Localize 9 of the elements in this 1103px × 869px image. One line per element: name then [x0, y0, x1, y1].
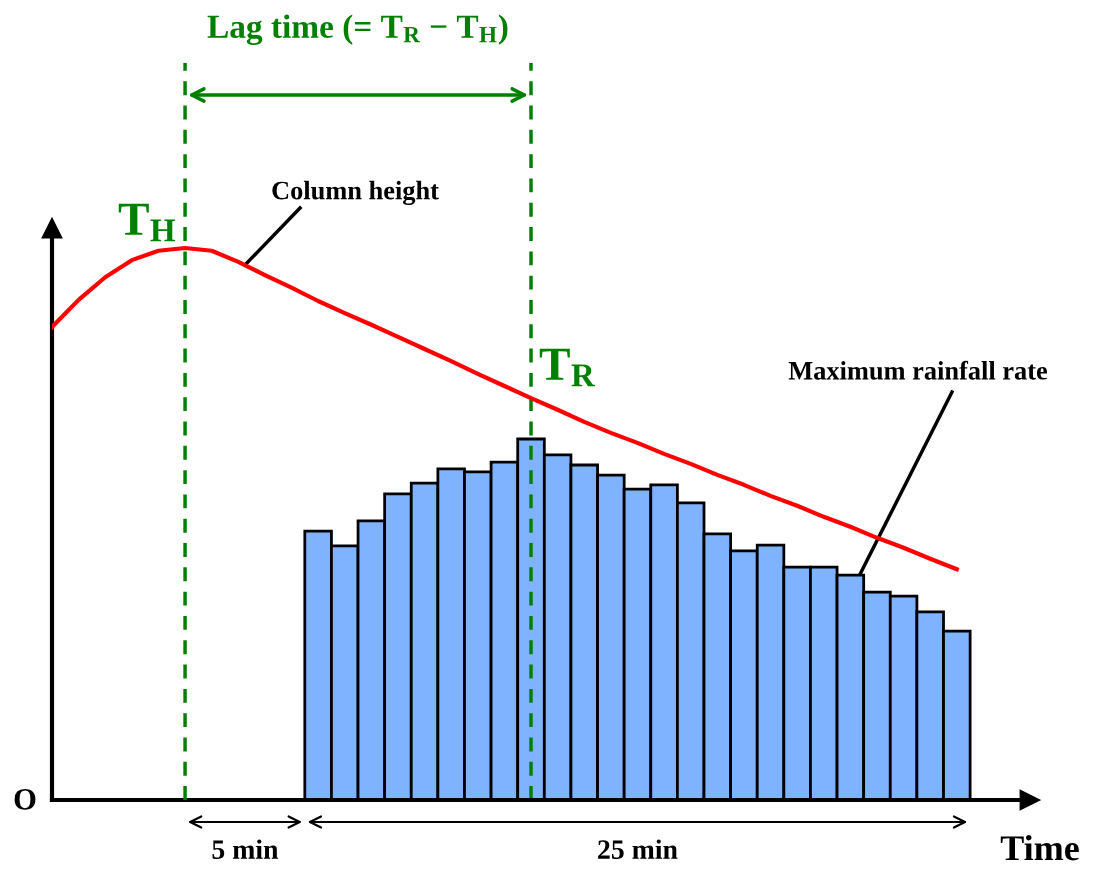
- text: 25 min: [598, 839, 678, 859]
- text: Maximum rainfall rate: [788, 360, 1048, 380]
- x-axis-title: Time: [1000, 835, 1079, 861]
- text: 5 min: [212, 839, 279, 859]
- text: O: [14, 789, 36, 810]
- text: Column height: [272, 180, 439, 205]
- text: T$_{R}$: [539, 348, 596, 387]
- text: T$_{H}$: [118, 203, 176, 242]
- text: Lag time (= T$_{R}$ − T$_{H}$): [207, 14, 508, 45]
